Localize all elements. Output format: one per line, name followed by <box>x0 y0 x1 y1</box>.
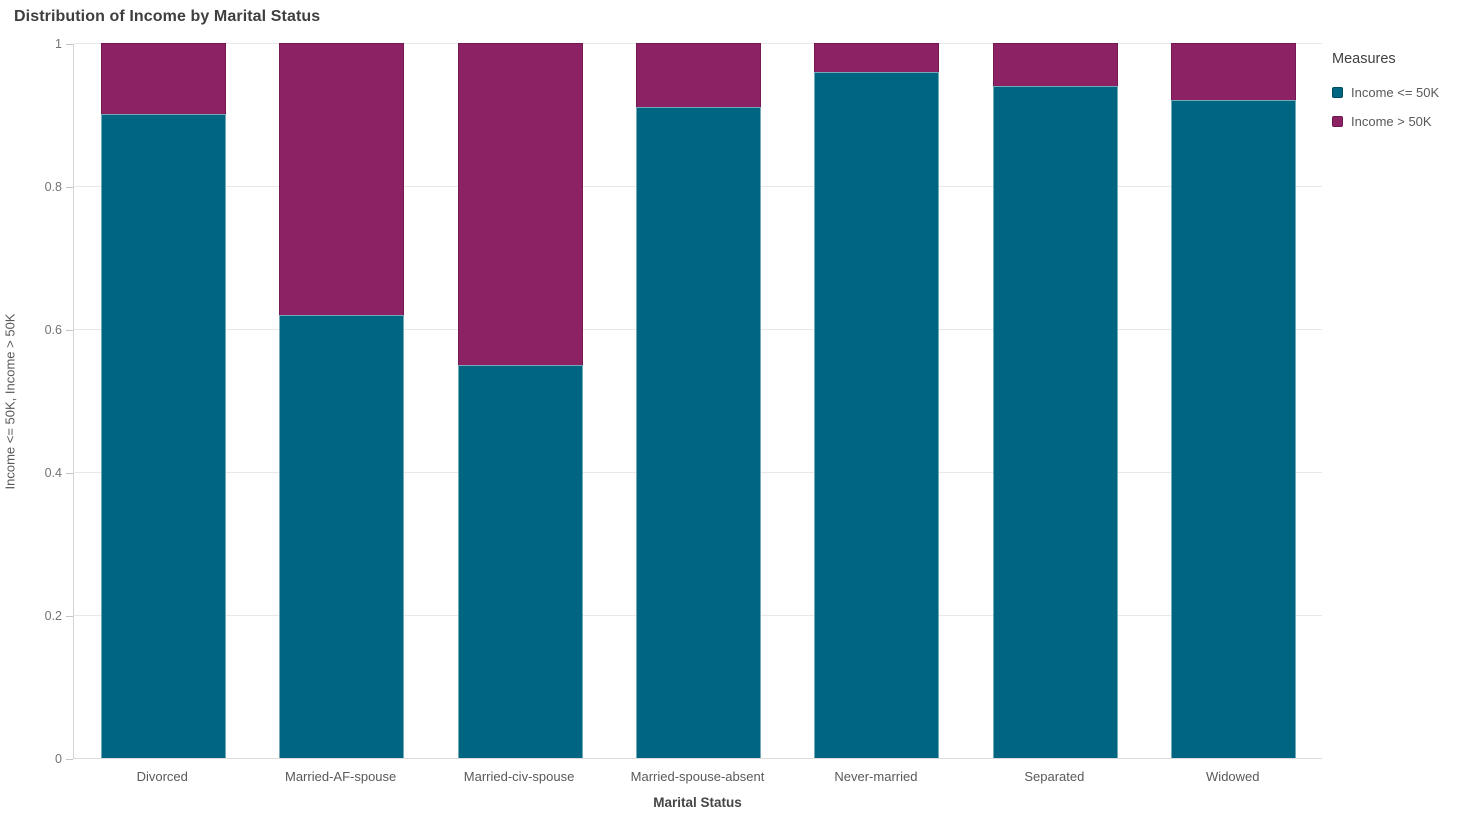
y-tick-mark-0.4 <box>66 473 73 474</box>
legend-item-label: Income <= 50K <box>1351 85 1440 100</box>
bar-married-spouse-absent <box>636 43 761 758</box>
legend-swatch-icon <box>1332 116 1343 127</box>
y-tick-mark-0 <box>66 759 73 760</box>
y-tick-label-0: 0 <box>55 752 62 766</box>
legend: Measures Income <= 50K Income > 50K <box>1332 51 1462 143</box>
segment-income-50k-married-af-spouse[interactable] <box>279 315 405 758</box>
y-tick-label-0.4: 0.4 <box>44 466 62 480</box>
y-tick-mark-0.8 <box>66 187 73 188</box>
x-category-label-never-married[interactable]: Never-married <box>834 769 918 784</box>
bar-separated <box>992 43 1118 758</box>
y-tick-label-0.6: 0.6 <box>44 323 62 337</box>
legend-item-income-50k[interactable]: Income > 50K <box>1332 114 1462 129</box>
bar-married-civ-spouse <box>457 43 583 758</box>
segment-income-50k-widowed[interactable] <box>1171 43 1297 100</box>
x-category-label-divorced[interactable]: Divorced <box>136 769 188 784</box>
plot-area <box>73 43 1322 759</box>
legend-item-label: Income > 50K <box>1351 114 1432 129</box>
segment-income-50k-never-married[interactable] <box>814 43 940 72</box>
y-tick-label-1: 1 <box>55 37 62 51</box>
segment-income-50k-married-spouse-absent[interactable] <box>636 107 761 758</box>
x-category-label-married-civ-spouse[interactable]: Married-civ-spouse <box>463 769 575 784</box>
x-category-label-married-af-spouse[interactable]: Married-AF-spouse <box>285 769 397 784</box>
segment-income-50k-married-af-spouse[interactable] <box>279 43 405 315</box>
bar-never-married <box>814 43 940 758</box>
y-axis-title: Income <= 50K, Income > 50K <box>2 313 18 490</box>
segment-income-50k-widowed[interactable] <box>1171 100 1297 758</box>
y-tick-mark-0.2 <box>66 616 73 617</box>
y-tick-label-0.8: 0.8 <box>44 180 62 194</box>
x-category-label-widowed[interactable]: Widowed <box>1206 769 1260 784</box>
segment-income-50k-married-spouse-absent[interactable] <box>636 43 761 107</box>
segment-income-50k-separated[interactable] <box>992 43 1118 86</box>
segment-income-50k-married-civ-spouse[interactable] <box>457 43 583 365</box>
chart-title: Distribution of Income by Marital Status <box>14 8 321 25</box>
y-tick-label-0.2: 0.2 <box>44 609 62 623</box>
y-tick-mark-0.6 <box>66 330 73 331</box>
y-tick-mark-1 <box>66 44 73 45</box>
x-axis-title: Marital Status <box>653 795 742 810</box>
x-category-label-married-spouse-absent[interactable]: Married-spouse-absent <box>630 769 765 784</box>
legend-title: Measures <box>1332 51 1396 67</box>
segment-income-50k-separated[interactable] <box>992 86 1118 758</box>
bar-widowed <box>1171 43 1297 758</box>
x-category-label-separated[interactable]: Separated <box>1024 769 1085 784</box>
legend-item-income-50k[interactable]: Income <= 50K <box>1332 85 1462 100</box>
segment-income-50k-divorced[interactable] <box>100 114 226 758</box>
segment-income-50k-married-civ-spouse[interactable] <box>457 365 583 758</box>
segment-income-50k-never-married[interactable] <box>814 72 940 758</box>
bar-divorced <box>100 43 226 758</box>
segment-income-50k-divorced[interactable] <box>100 43 226 114</box>
legend-swatch-icon <box>1332 87 1343 98</box>
legend-items: Income <= 50K Income > 50K <box>1332 85 1462 129</box>
bar-married-af-spouse <box>279 43 405 758</box>
